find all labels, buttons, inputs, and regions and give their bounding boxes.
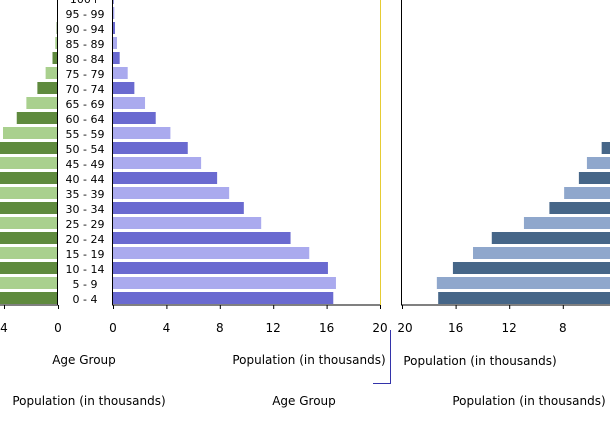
left-bar-14 [37,82,58,94]
left-tick-label: 4 [0,321,8,335]
age-group-label: 0 - 4 [73,293,98,306]
age-group-label: 45 - 49 [66,158,105,171]
right-bar-8 [579,172,610,184]
center-bar-16 [113,52,120,64]
right-bar-10 [602,142,610,154]
right-bar-7 [564,187,610,199]
left-x-axis-title: Population (in thousands) [12,394,165,408]
center-bar-3 [113,247,309,259]
right-bar-0 [438,292,610,304]
right-bar-3 [473,247,610,259]
center-x-axis-title: Population (in thousands) [232,353,385,367]
right-bar-1 [437,277,610,289]
age-group-label: 50 - 54 [66,143,105,156]
left-bar-2 [0,262,58,274]
age-group-label: 85 - 89 [66,38,105,51]
left-bar-7 [0,187,58,199]
center-bar-11 [113,127,170,139]
left-bar-13 [26,97,58,109]
right-tick-label: 20 [397,321,412,335]
left-bar-8 [0,172,58,184]
center-bar-5 [113,217,261,229]
age-group-label: 60 - 64 [66,113,105,126]
age-group-label: 20 - 24 [66,233,105,246]
age-group-label: 55 - 59 [66,128,105,141]
age-group-label: 75 - 79 [66,68,105,81]
left-bar-12 [17,112,58,124]
center-bar-2 [113,262,328,274]
age-group-label: 100+ [70,0,100,6]
right-bar-9 [587,157,610,169]
center-tick-label: 20 [372,321,387,335]
age-group-label: 35 - 39 [66,188,105,201]
left-bar-10 [0,142,58,154]
left-bar-9 [0,157,58,169]
center-bar-6 [113,202,244,214]
left-bar-1 [0,277,58,289]
center-bar-8 [113,172,217,184]
left-bar-6 [0,202,58,214]
left-tick-label: 0 [54,321,62,335]
center-bar-20 [113,0,114,4]
center-bar-17 [113,37,117,49]
age-group-label: 80 - 84 [66,53,105,66]
left-bar-3 [0,247,58,259]
center-bar-18 [113,22,115,34]
right-tick-label: 16 [448,321,463,335]
right-bar-2 [453,262,610,274]
right-bar-5 [524,217,610,229]
center-bar-0 [113,292,333,304]
age-group-label: 40 - 44 [66,173,105,186]
right-tick-label: 8 [559,321,567,335]
center-bar-13 [113,97,145,109]
right-x-axis-title: Population (in thousands) [403,354,556,368]
left-bar-5 [0,217,58,229]
age-group-label: 15 - 19 [66,248,105,261]
age-group-label: 70 - 74 [66,83,105,96]
center-tick-label: 16 [319,321,334,335]
right-bar-4 [492,232,610,244]
age-group-label: 95 - 99 [66,8,105,21]
age-group-label: 65 - 69 [66,98,105,111]
left-bar-0 [0,292,58,304]
center-tick-label: 8 [216,321,224,335]
right-tick-label: 12 [502,321,517,335]
age-group-label: 30 - 34 [66,203,105,216]
center-tick-label: 12 [266,321,281,335]
center-bar-4 [113,232,291,244]
center-bar-14 [113,82,134,94]
center-bar-7 [113,187,229,199]
age-group-label: 5 - 9 [73,278,98,291]
center-bar-9 [113,157,201,169]
center-tick-label: 4 [163,321,171,335]
left-y-axis-title: Age Group [52,353,116,367]
center-bar-12 [113,112,156,124]
left-bar-11 [3,127,58,139]
age-group-label: 90 - 94 [66,23,105,36]
center-bar-15 [113,67,128,79]
right-bar-6 [549,202,610,214]
left-bar-4 [0,232,58,244]
center-tick-label: 0 [109,321,117,335]
center-bar-1 [113,277,336,289]
center-bar-19 [113,7,114,19]
left-bar-15 [46,67,58,79]
center-bar-10 [113,142,188,154]
center-y-axis-title: Age Group [272,394,336,408]
age-group-label: 25 - 29 [66,218,105,231]
right-x-axis-title-lower: Population (in thousands) [452,394,605,408]
age-group-label: 10 - 14 [66,263,105,276]
